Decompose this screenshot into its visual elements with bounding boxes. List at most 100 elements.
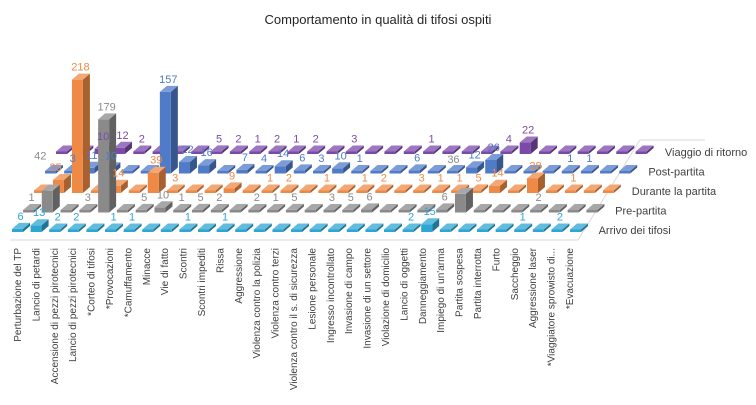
bar-front bbox=[402, 229, 414, 232]
bar bbox=[291, 223, 309, 232]
bar-front bbox=[71, 79, 83, 193]
bar-front bbox=[361, 209, 373, 213]
category-label: Perturbazione del TP bbox=[13, 248, 24, 342]
bar-side bbox=[537, 172, 545, 193]
bar-front bbox=[580, 171, 592, 174]
bar-top bbox=[30, 219, 49, 226]
data-label: 3 bbox=[329, 192, 335, 204]
data-label: 12 bbox=[116, 130, 128, 142]
category-label: Partita sospesa bbox=[455, 248, 466, 317]
bar bbox=[79, 204, 98, 213]
data-label: 6 bbox=[414, 152, 420, 164]
bar-front bbox=[532, 229, 544, 232]
category-label: Ingresso incontrollato bbox=[326, 248, 337, 343]
bar-side bbox=[481, 184, 489, 193]
bar-side bbox=[594, 184, 602, 193]
bar-side bbox=[215, 184, 223, 193]
bar bbox=[346, 223, 365, 232]
bar-top bbox=[389, 165, 408, 171]
bar-top bbox=[567, 204, 586, 210]
bar-top bbox=[229, 204, 248, 210]
bar-top bbox=[326, 145, 345, 152]
bar bbox=[384, 145, 403, 154]
bar-side bbox=[413, 223, 421, 232]
bar-side bbox=[320, 223, 328, 232]
bar-front bbox=[564, 190, 576, 193]
bar bbox=[309, 223, 328, 232]
bar bbox=[304, 204, 323, 213]
bar-front bbox=[34, 190, 45, 193]
bar bbox=[229, 204, 248, 213]
bar-top bbox=[514, 223, 533, 230]
bar-side bbox=[177, 184, 185, 193]
bar-side bbox=[60, 223, 68, 232]
bar-front bbox=[116, 210, 128, 213]
bar-front bbox=[123, 229, 135, 232]
bar bbox=[342, 203, 361, 213]
data-label: 2 bbox=[55, 212, 61, 224]
bar-side bbox=[395, 145, 403, 154]
bar bbox=[229, 145, 248, 154]
bar-side bbox=[372, 203, 380, 213]
bar-front bbox=[530, 210, 542, 213]
bar-top bbox=[580, 165, 599, 171]
bar-side bbox=[627, 145, 635, 154]
bar-side bbox=[202, 145, 210, 154]
bar-side bbox=[234, 182, 242, 193]
bar-front bbox=[113, 147, 125, 154]
bar-top bbox=[105, 223, 123, 230]
bar-side bbox=[304, 164, 312, 174]
bar-side bbox=[90, 204, 98, 213]
bar bbox=[307, 145, 326, 154]
bar-side bbox=[405, 184, 413, 193]
bar bbox=[337, 184, 356, 193]
bar-top bbox=[147, 166, 166, 173]
bar-side bbox=[434, 145, 442, 154]
bar-front bbox=[192, 209, 204, 213]
bar bbox=[217, 165, 236, 174]
data-label: 1 bbox=[185, 212, 191, 224]
bar bbox=[379, 204, 398, 213]
bar bbox=[86, 223, 105, 232]
series-label: Viaggio di ritorno bbox=[665, 147, 747, 159]
bar-side bbox=[357, 223, 365, 232]
bar-side bbox=[530, 136, 538, 154]
category-label: Partita interrotta bbox=[473, 248, 484, 320]
bar-side bbox=[588, 145, 596, 154]
category-label: Rissa bbox=[215, 248, 226, 273]
bar bbox=[248, 204, 267, 213]
bar-front bbox=[436, 209, 448, 213]
bar-front bbox=[332, 168, 344, 174]
bar-top bbox=[56, 145, 74, 152]
data-label: 13 bbox=[33, 207, 45, 219]
bar-front bbox=[152, 151, 164, 154]
data-label: 3 bbox=[318, 153, 324, 165]
bar-top bbox=[583, 184, 602, 191]
bar bbox=[49, 223, 68, 232]
series-label: Arrivo dei tifosi bbox=[599, 225, 671, 237]
bar-top bbox=[558, 145, 577, 152]
data-label: 25 bbox=[49, 162, 61, 174]
bar bbox=[427, 165, 446, 174]
bar bbox=[365, 223, 384, 232]
bar-top bbox=[229, 145, 248, 152]
bar bbox=[323, 204, 342, 213]
bar-top bbox=[235, 223, 254, 230]
data-label: 2 bbox=[73, 212, 79, 224]
bar-side bbox=[492, 145, 500, 154]
bar-front bbox=[49, 229, 61, 232]
bar bbox=[561, 165, 580, 174]
bar bbox=[268, 145, 287, 154]
bar-side bbox=[569, 145, 577, 154]
data-label: 14 bbox=[112, 168, 124, 180]
bar bbox=[293, 164, 312, 174]
bar bbox=[504, 165, 523, 174]
bar-top bbox=[71, 73, 90, 80]
bar-front bbox=[481, 151, 493, 154]
bar-front bbox=[421, 224, 433, 232]
bar bbox=[312, 165, 331, 174]
bar-front bbox=[389, 171, 401, 174]
bar-side bbox=[158, 166, 166, 193]
bar bbox=[23, 204, 41, 213]
bar-top bbox=[551, 223, 570, 230]
